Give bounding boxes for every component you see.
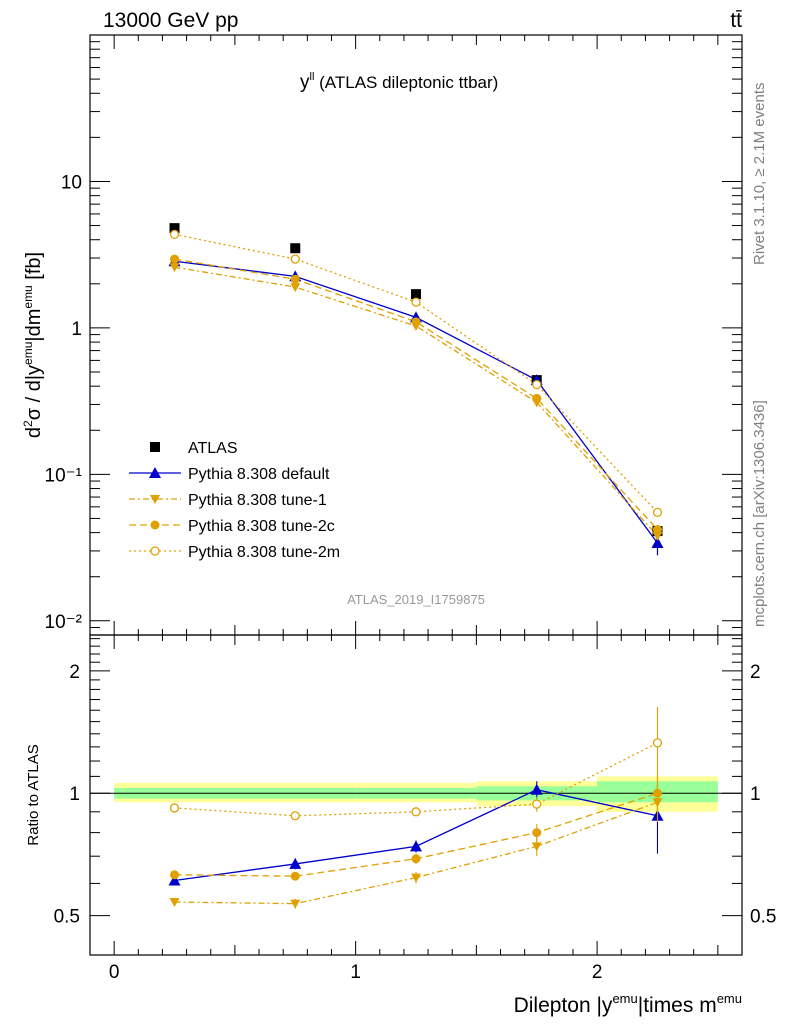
tune2m-marker xyxy=(290,254,300,264)
tune1-marker xyxy=(411,873,421,883)
tune2m-marker xyxy=(150,546,160,556)
default-marker xyxy=(289,857,302,869)
tune2c-marker xyxy=(170,870,180,880)
ratio-tick-label-left: 1 xyxy=(69,784,80,805)
tune2c-marker xyxy=(532,393,542,403)
tune2c-marker xyxy=(150,520,160,530)
rivet-label: Rivet 3.1.10, ≥ 2.1M events xyxy=(751,83,768,266)
x-tick-label: 2 xyxy=(592,962,603,983)
tune2m-marker xyxy=(169,229,180,240)
atlas-marker xyxy=(150,442,160,452)
tune2c-marker xyxy=(290,871,300,881)
tune2m-marker xyxy=(411,807,421,817)
default-marker xyxy=(651,536,664,548)
tune2c-marker xyxy=(411,854,421,864)
legend-label: Pythia 8.308 default xyxy=(188,466,330,483)
y-tick-label: 10 xyxy=(61,172,82,193)
default-marker xyxy=(530,783,543,795)
tune1-marker xyxy=(150,495,160,504)
tune2c-marker xyxy=(532,828,542,838)
source-label: mcplots.cern.ch [arXiv:1306.3436] xyxy=(751,400,768,627)
legend: ATLAS Pythia 8.308 default Pythia 8.308 tu… xyxy=(129,440,340,561)
y-tick-label: 1 xyxy=(71,319,82,340)
tune2m-marker xyxy=(532,379,542,390)
tune2c-marker xyxy=(652,788,662,798)
ratio-line-tune1 xyxy=(174,801,658,905)
legend-label: ATLAS xyxy=(188,440,238,457)
y-tick-label: 10⁻² xyxy=(45,612,83,633)
tune1-marker xyxy=(652,531,663,541)
default-marker xyxy=(410,840,422,852)
plot-title: yll (ATLAS dileptonic ttbar) xyxy=(300,71,498,93)
ratio-tick-label-right: 1 xyxy=(750,784,761,805)
ratio-tick-label-right: 2 xyxy=(750,662,761,683)
tune2m-marker xyxy=(652,507,663,518)
process-label: tt̄ xyxy=(730,9,742,32)
atlas-marker xyxy=(411,289,421,300)
tune2c-marker xyxy=(652,525,662,535)
ratio-frame xyxy=(89,634,743,956)
tune1-marker xyxy=(290,283,301,293)
default-marker xyxy=(168,874,181,886)
tune2c-marker xyxy=(411,317,421,327)
tune1-marker xyxy=(290,899,301,909)
ratio-plot: 0 1 2 0.5 0.5 1 1 2 2 xyxy=(54,634,776,983)
y-tick-label: 10⁻¹ xyxy=(45,465,83,486)
ratio-y-label: Ratio to ATLAS xyxy=(25,744,42,845)
default-marker xyxy=(149,467,161,478)
series-line-tune1 xyxy=(174,266,658,537)
tune1-marker xyxy=(169,898,180,908)
tune2m-marker xyxy=(290,811,300,821)
tune2m-marker xyxy=(652,738,663,748)
analysis-id: ATLAS_2019_I1759875 xyxy=(347,592,485,607)
atlas-marker xyxy=(290,243,301,254)
tune2c-marker xyxy=(290,274,300,284)
tune2c-marker xyxy=(170,254,180,264)
y-axis-label: d2σ / d|yemu|dmemu [fb] xyxy=(21,252,45,438)
tune2m-marker xyxy=(169,803,180,813)
ratio-tick-label-right: 0.5 xyxy=(750,907,776,928)
legend-label: Pythia 8.308 tune-2m xyxy=(188,544,340,561)
ratio-tick-label-left: 2 xyxy=(69,662,80,683)
tune2m-marker xyxy=(411,297,421,307)
x-axis-label: Dilepton |yemu|times memu xyxy=(514,991,742,1017)
atlas-marker xyxy=(169,223,180,234)
main-plot: 10⁻² 10⁻¹ 1 10 xyxy=(45,34,743,636)
tune1-marker xyxy=(169,263,180,273)
legend-label: Pythia 8.308 tune-1 xyxy=(188,492,327,509)
energy-label: 13000 GeV pp xyxy=(103,9,238,32)
series-line-tune2c xyxy=(174,258,658,530)
tune1-marker xyxy=(531,842,542,852)
x-tick-label: 1 xyxy=(350,962,361,983)
x-tick-label: 0 xyxy=(109,962,120,983)
tune2m-marker xyxy=(532,799,542,809)
legend-label: Pythia 8.308 tune-2c xyxy=(188,518,335,535)
ratio-tick-label-left: 0.5 xyxy=(54,907,80,928)
